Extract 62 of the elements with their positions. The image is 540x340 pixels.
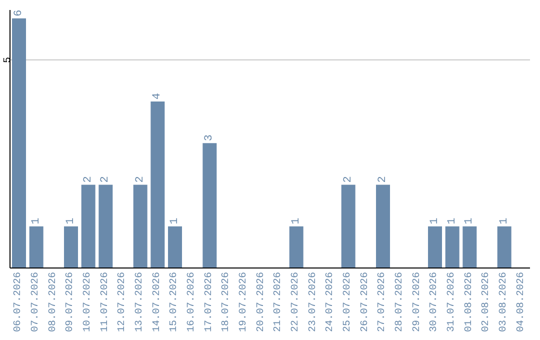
x-tick-label: 25.07.2026 [342, 272, 354, 332]
data-label: 2 [134, 176, 146, 183]
data-label: 2 [100, 176, 112, 183]
data-label: 1 [446, 217, 458, 224]
data-label: 1 [30, 217, 42, 224]
x-tick-label: 06.07.2026 [13, 272, 24, 332]
data-label: 6 [13, 10, 25, 16]
bar [133, 184, 148, 268]
data-label: 2 [82, 176, 94, 183]
x-tick-label: 27.07.2026 [377, 272, 388, 332]
data-label: 1 [464, 217, 476, 224]
bar [202, 143, 217, 268]
x-tick-label: 22.07.2026 [290, 272, 302, 332]
bar [81, 184, 96, 268]
x-tick-label: 17.07.2026 [204, 272, 215, 332]
x-tick-label: 30.07.2026 [429, 272, 440, 332]
x-tick-label: 16.07.2026 [186, 272, 198, 332]
x-tick-label: 20.07.2026 [256, 272, 267, 332]
x-tick-label: 02.08.2026 [481, 272, 492, 332]
x-tick-label: 26.07.2026 [360, 272, 371, 332]
x-tick-label: 21.07.2026 [273, 272, 284, 332]
x-tick-label: 12.07.2026 [117, 272, 128, 332]
x-tick-label: 04.08.2026 [516, 272, 527, 332]
x-tick-label: 07.07.2026 [30, 272, 42, 332]
bar [462, 226, 477, 268]
bar [98, 184, 113, 268]
bar [12, 18, 26, 268]
bar [445, 226, 460, 268]
x-tick-label: 31.07.2026 [446, 272, 458, 332]
x-tick-label: 23.07.2026 [308, 272, 319, 332]
bar [341, 184, 356, 268]
x-tick-label: 01.08.2026 [464, 272, 475, 332]
x-tick-label: 24.07.2026 [325, 272, 336, 332]
x-tick-label: 08.07.2026 [48, 272, 59, 332]
bar [497, 226, 512, 268]
data-label: 1 [169, 217, 181, 224]
x-tick-label: 10.07.2026 [82, 272, 94, 332]
bar [150, 102, 165, 268]
x-tick-label: 15.07.2026 [169, 272, 180, 332]
x-tick-label: 28.07.2026 [394, 272, 406, 332]
data-label: 2 [342, 176, 354, 183]
x-tick-label: 18.07.2026 [221, 272, 232, 332]
x-tick-label: 14.07.2026 [152, 272, 163, 332]
data-label: 1 [65, 217, 77, 224]
x-tick-label: 29.07.2026 [412, 272, 423, 332]
data-label: 3 [204, 134, 216, 142]
bar [289, 226, 304, 268]
x-tick-label: 11.07.2026 [100, 272, 111, 332]
data-label: 4 [152, 92, 164, 100]
data-label: 1 [498, 217, 510, 224]
bar [29, 226, 44, 268]
bar [376, 184, 390, 268]
x-tick-label: 19.07.2026 [238, 272, 250, 332]
x-tick-label: 13.07.2026 [134, 272, 146, 332]
bar [64, 226, 78, 268]
data-label: 2 [377, 176, 389, 183]
bar [428, 226, 442, 268]
x-tick-label: 09.07.2026 [65, 272, 76, 332]
data-label: 1 [429, 217, 441, 224]
x-tick-label: 03.08.2026 [498, 272, 510, 332]
bar [168, 226, 182, 268]
data-label: 1 [290, 217, 302, 224]
